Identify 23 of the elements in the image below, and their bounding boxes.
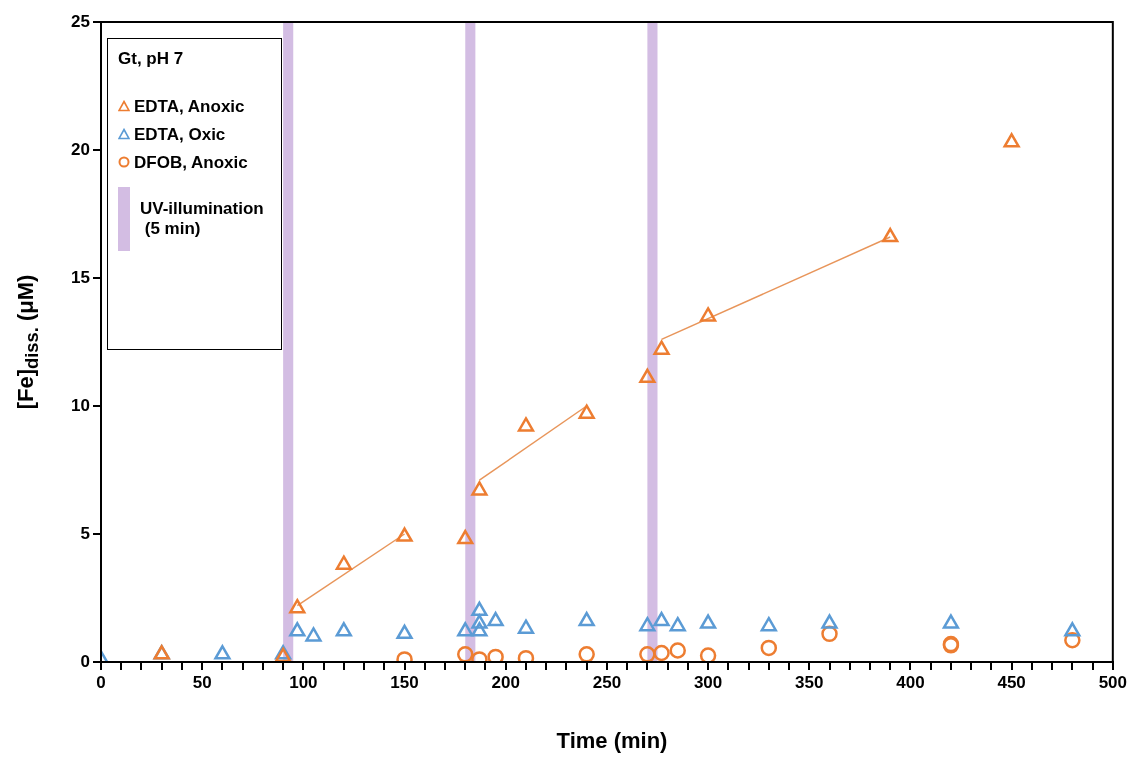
y-tick-label: 0	[80, 651, 90, 671]
legend-label: DFOB, Anoxic	[134, 153, 248, 173]
x-tick-label: 350	[795, 672, 824, 692]
legend-label: EDTA, Oxic	[134, 125, 226, 145]
x-tick-label: 450	[997, 672, 1026, 692]
x-tick-label: 150	[390, 672, 419, 692]
x-tick-label: 0	[96, 672, 106, 692]
x-tick-label: 500	[1098, 672, 1128, 692]
y-tick-label: 25	[71, 11, 90, 31]
x-tick-label: 300	[693, 672, 723, 692]
y-tick-label: 20	[71, 139, 90, 159]
band-label: UV-illumination (5 min)	[140, 199, 264, 239]
x-tick-label: 200	[491, 672, 520, 692]
x-axis-title: Time (min)	[556, 728, 668, 754]
legend-title: Gt, pH 7	[118, 49, 185, 69]
x-tick-label: 400	[896, 672, 925, 692]
legend-label: EDTA, Anoxic	[134, 97, 245, 117]
y-tick-label: 15	[71, 267, 90, 287]
x-tick-label: 100	[289, 672, 318, 692]
x-tick-label: 50	[192, 672, 212, 692]
y-tick-label: 5	[80, 523, 90, 543]
y-tick-label: 10	[71, 395, 90, 415]
x-tick-label: 250	[592, 672, 622, 692]
